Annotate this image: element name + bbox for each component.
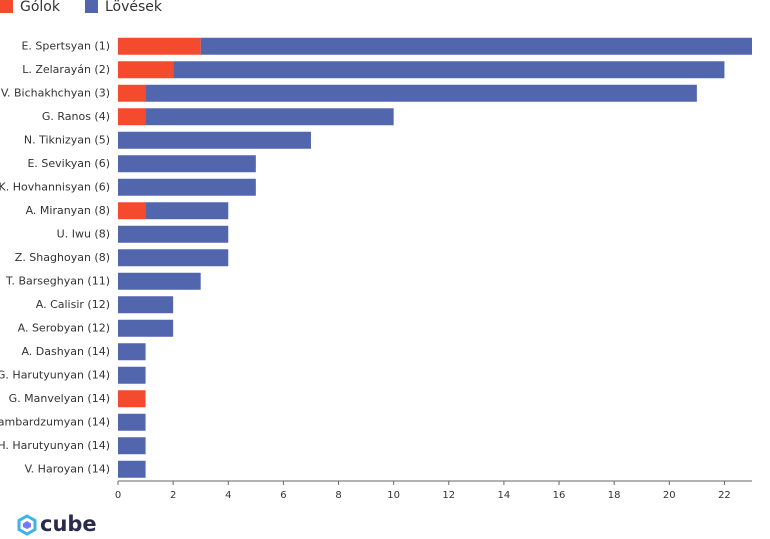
bar-segment xyxy=(118,131,311,149)
bar-segment xyxy=(118,390,146,408)
bar-segment xyxy=(118,413,146,431)
y-tick-label: T. Barseghyan (11) xyxy=(5,274,110,287)
bar-segment xyxy=(118,178,256,196)
bar-segment xyxy=(118,272,201,290)
x-tick-label: 22 xyxy=(718,490,731,501)
y-tick-label: N. Tiknizyan (5) xyxy=(24,133,110,146)
y-tick-label: K. Hovhannisyan (6) xyxy=(0,180,110,193)
x-tick-label: 2 xyxy=(170,490,176,501)
bar-segment xyxy=(118,61,174,79)
legend-label: Gólok xyxy=(20,0,61,15)
x-tick-label: 6 xyxy=(280,490,286,501)
x-tick-label: 18 xyxy=(608,490,621,501)
y-tick-label: V. Bichakhchyan (3) xyxy=(1,86,110,99)
bar-segment xyxy=(118,366,146,384)
bar-segment xyxy=(118,296,174,314)
bar-segment xyxy=(118,460,146,478)
bar-segment xyxy=(118,84,146,102)
x-tick-label: 10 xyxy=(387,490,400,501)
y-tick-label: G. Manvelyan (14) xyxy=(9,392,110,405)
y-tick-label: A. Dashyan (14) xyxy=(21,345,110,358)
x-tick-label: 20 xyxy=(663,490,676,501)
y-tick-label: G. Ranos (4) xyxy=(42,110,110,123)
y-tick-label: . Hambardzumyan (14) xyxy=(0,415,110,428)
legend-swatch xyxy=(84,0,98,13)
bar-segment xyxy=(200,37,752,55)
legend-label: Lövések xyxy=(105,0,163,15)
logo-text: cube xyxy=(40,512,97,536)
y-tick-label: E. Spertsyan (1) xyxy=(21,39,110,52)
legend-swatch xyxy=(0,0,13,13)
bar-segment xyxy=(118,37,201,55)
bar-segment xyxy=(145,84,697,102)
bar-segment xyxy=(118,437,146,455)
x-tick-label: 14 xyxy=(498,490,511,501)
logo-icon xyxy=(17,514,37,536)
logo xyxy=(17,514,37,536)
bar-segment xyxy=(173,61,725,79)
y-tick-label: A. Serobyan (12) xyxy=(18,321,110,334)
bar-segment xyxy=(145,202,229,220)
bar-segment xyxy=(118,108,146,126)
y-tick-label: A. Miranyan (8) xyxy=(26,204,110,217)
x-tick-label: 16 xyxy=(553,490,566,501)
bar-segment xyxy=(118,202,146,220)
y-tick-label: A. Calisir (12) xyxy=(36,298,110,311)
x-tick-label: 0 xyxy=(115,490,121,501)
bar-segment xyxy=(118,249,229,267)
y-tick-label: H. Harutyunyan (14) xyxy=(0,439,110,452)
y-tick-label: L. Zelarayán (2) xyxy=(22,63,110,76)
bar-segment xyxy=(118,155,256,173)
y-tick-label: E. Sevikyan (6) xyxy=(27,157,110,170)
logo-icon-inner xyxy=(23,521,31,529)
x-tick-label: 12 xyxy=(442,490,455,501)
bar-segment xyxy=(118,225,229,243)
y-tick-label: G. Harutyunyan (14) xyxy=(0,368,110,381)
x-tick-label: 4 xyxy=(225,490,231,501)
y-tick-label: V. Haroyan (14) xyxy=(25,462,110,475)
bar-segment xyxy=(118,343,146,361)
bar-segment xyxy=(118,319,174,337)
y-tick-label: U. Iwu (8) xyxy=(57,227,110,240)
y-tick-label: Z. Shaghoyan (8) xyxy=(15,251,110,264)
x-tick-label: 8 xyxy=(335,490,341,501)
bar-segment xyxy=(145,108,394,126)
